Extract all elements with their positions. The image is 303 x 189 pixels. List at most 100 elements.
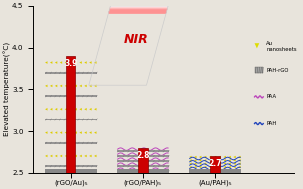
Polygon shape bbox=[89, 61, 92, 64]
Text: NIR: NIR bbox=[123, 33, 148, 46]
Polygon shape bbox=[89, 108, 92, 111]
Polygon shape bbox=[194, 169, 197, 172]
Polygon shape bbox=[45, 155, 48, 157]
Y-axis label: Elevated temperature(°C): Elevated temperature(°C) bbox=[3, 42, 11, 136]
Polygon shape bbox=[108, 10, 167, 14]
Polygon shape bbox=[89, 155, 92, 157]
Polygon shape bbox=[218, 169, 221, 172]
Polygon shape bbox=[60, 155, 62, 157]
Polygon shape bbox=[194, 156, 197, 158]
Polygon shape bbox=[70, 155, 72, 157]
Polygon shape bbox=[189, 162, 191, 165]
Polygon shape bbox=[109, 8, 168, 12]
Polygon shape bbox=[204, 159, 206, 162]
Polygon shape bbox=[224, 159, 226, 162]
Polygon shape bbox=[79, 61, 82, 64]
Polygon shape bbox=[50, 108, 52, 111]
Bar bbox=[45, 95, 97, 97]
Polygon shape bbox=[79, 131, 82, 134]
Bar bbox=[117, 150, 169, 152]
Polygon shape bbox=[109, 7, 168, 11]
Text: PAH-rGO: PAH-rGO bbox=[266, 68, 288, 73]
Polygon shape bbox=[204, 169, 206, 172]
Polygon shape bbox=[45, 131, 48, 134]
Polygon shape bbox=[70, 85, 72, 87]
Polygon shape bbox=[65, 131, 67, 134]
Polygon shape bbox=[70, 61, 72, 64]
Polygon shape bbox=[189, 169, 191, 172]
Polygon shape bbox=[50, 155, 52, 157]
Polygon shape bbox=[224, 166, 226, 168]
Bar bbox=[117, 165, 169, 167]
Polygon shape bbox=[214, 156, 216, 158]
Polygon shape bbox=[199, 166, 201, 168]
Polygon shape bbox=[75, 155, 77, 157]
Polygon shape bbox=[209, 169, 211, 172]
Polygon shape bbox=[60, 108, 62, 111]
Polygon shape bbox=[50, 61, 52, 64]
Polygon shape bbox=[75, 131, 77, 134]
Polygon shape bbox=[109, 6, 168, 10]
Polygon shape bbox=[233, 169, 236, 172]
Bar bbox=[45, 119, 97, 120]
Polygon shape bbox=[109, 8, 168, 12]
Polygon shape bbox=[108, 9, 167, 13]
Polygon shape bbox=[209, 156, 211, 158]
Polygon shape bbox=[70, 131, 72, 134]
Polygon shape bbox=[94, 155, 96, 157]
Polygon shape bbox=[94, 61, 96, 64]
Polygon shape bbox=[214, 162, 216, 165]
Polygon shape bbox=[65, 155, 67, 157]
Polygon shape bbox=[84, 131, 87, 134]
Polygon shape bbox=[189, 166, 191, 168]
Polygon shape bbox=[65, 108, 67, 111]
Polygon shape bbox=[194, 166, 197, 168]
Polygon shape bbox=[233, 162, 236, 165]
Polygon shape bbox=[209, 166, 211, 168]
Text: PAA: PAA bbox=[266, 94, 276, 99]
Polygon shape bbox=[218, 166, 221, 168]
Polygon shape bbox=[233, 166, 236, 168]
Polygon shape bbox=[94, 108, 96, 111]
Bar bbox=[117, 155, 169, 157]
Bar bbox=[117, 160, 169, 162]
Polygon shape bbox=[109, 8, 168, 12]
Polygon shape bbox=[109, 9, 167, 12]
Bar bbox=[189, 170, 241, 176]
Polygon shape bbox=[209, 159, 211, 162]
Polygon shape bbox=[189, 156, 191, 158]
Polygon shape bbox=[199, 156, 201, 158]
Polygon shape bbox=[204, 162, 206, 165]
Polygon shape bbox=[199, 169, 201, 172]
Polygon shape bbox=[238, 159, 241, 162]
Bar bbox=[45, 165, 97, 167]
Polygon shape bbox=[75, 85, 77, 87]
Polygon shape bbox=[228, 162, 231, 165]
Polygon shape bbox=[79, 155, 82, 157]
Bar bbox=[45, 170, 97, 176]
Bar bbox=[66, 56, 75, 173]
Polygon shape bbox=[214, 166, 216, 168]
Polygon shape bbox=[108, 9, 167, 13]
Polygon shape bbox=[70, 108, 72, 111]
Polygon shape bbox=[94, 85, 96, 87]
Polygon shape bbox=[79, 108, 82, 111]
Polygon shape bbox=[214, 169, 216, 172]
Polygon shape bbox=[218, 156, 221, 158]
Bar bbox=[255, 67, 263, 73]
Bar bbox=[210, 156, 220, 173]
Text: Au
nanosheets: Au nanosheets bbox=[266, 41, 297, 52]
Text: 2.8: 2.8 bbox=[136, 151, 150, 160]
Polygon shape bbox=[45, 85, 48, 87]
Polygon shape bbox=[108, 9, 167, 13]
Polygon shape bbox=[60, 61, 62, 64]
Polygon shape bbox=[228, 169, 231, 172]
Polygon shape bbox=[233, 159, 236, 162]
Polygon shape bbox=[238, 166, 241, 168]
Polygon shape bbox=[89, 131, 92, 134]
Polygon shape bbox=[224, 162, 226, 165]
Polygon shape bbox=[204, 156, 206, 158]
Polygon shape bbox=[109, 6, 168, 10]
Polygon shape bbox=[75, 61, 77, 64]
Bar bbox=[117, 170, 169, 172]
